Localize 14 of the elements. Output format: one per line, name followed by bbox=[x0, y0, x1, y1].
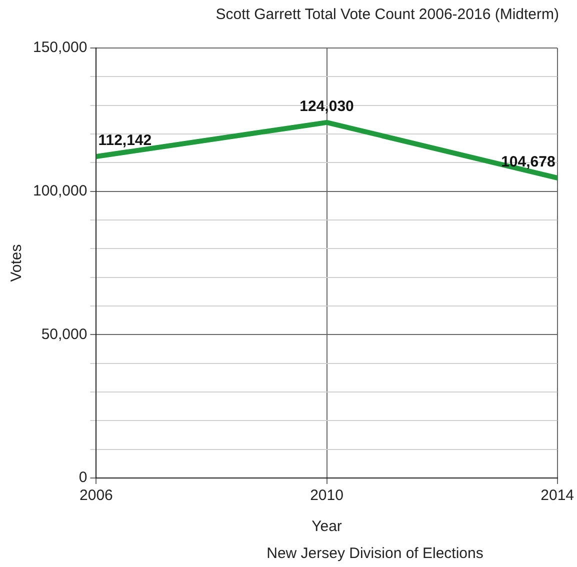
y-tick-label: 0 bbox=[78, 469, 88, 486]
x-tick-label: 2006 bbox=[80, 487, 113, 504]
y-tick-label: 150,000 bbox=[32, 39, 88, 56]
text: New Jersey Division of Elections bbox=[266, 545, 484, 562]
x-tick-label: 2010 bbox=[310, 487, 344, 504]
y-tick-label: 100,000 bbox=[32, 182, 88, 200]
data-label: 104,678 bbox=[501, 154, 556, 171]
x-tick-label: 2014 bbox=[540, 487, 574, 504]
chart-title: Scott Garrett Total Vote Count 2006-2016 (Midterm) bbox=[216, 6, 559, 24]
y-tick-label: 50,000 bbox=[41, 326, 88, 343]
data-label: 112,142 bbox=[98, 132, 152, 150]
data-label: 124,030 bbox=[300, 98, 354, 116]
x-axis-title: Year bbox=[312, 518, 342, 536]
y-axis-title: Votes bbox=[8, 244, 26, 282]
